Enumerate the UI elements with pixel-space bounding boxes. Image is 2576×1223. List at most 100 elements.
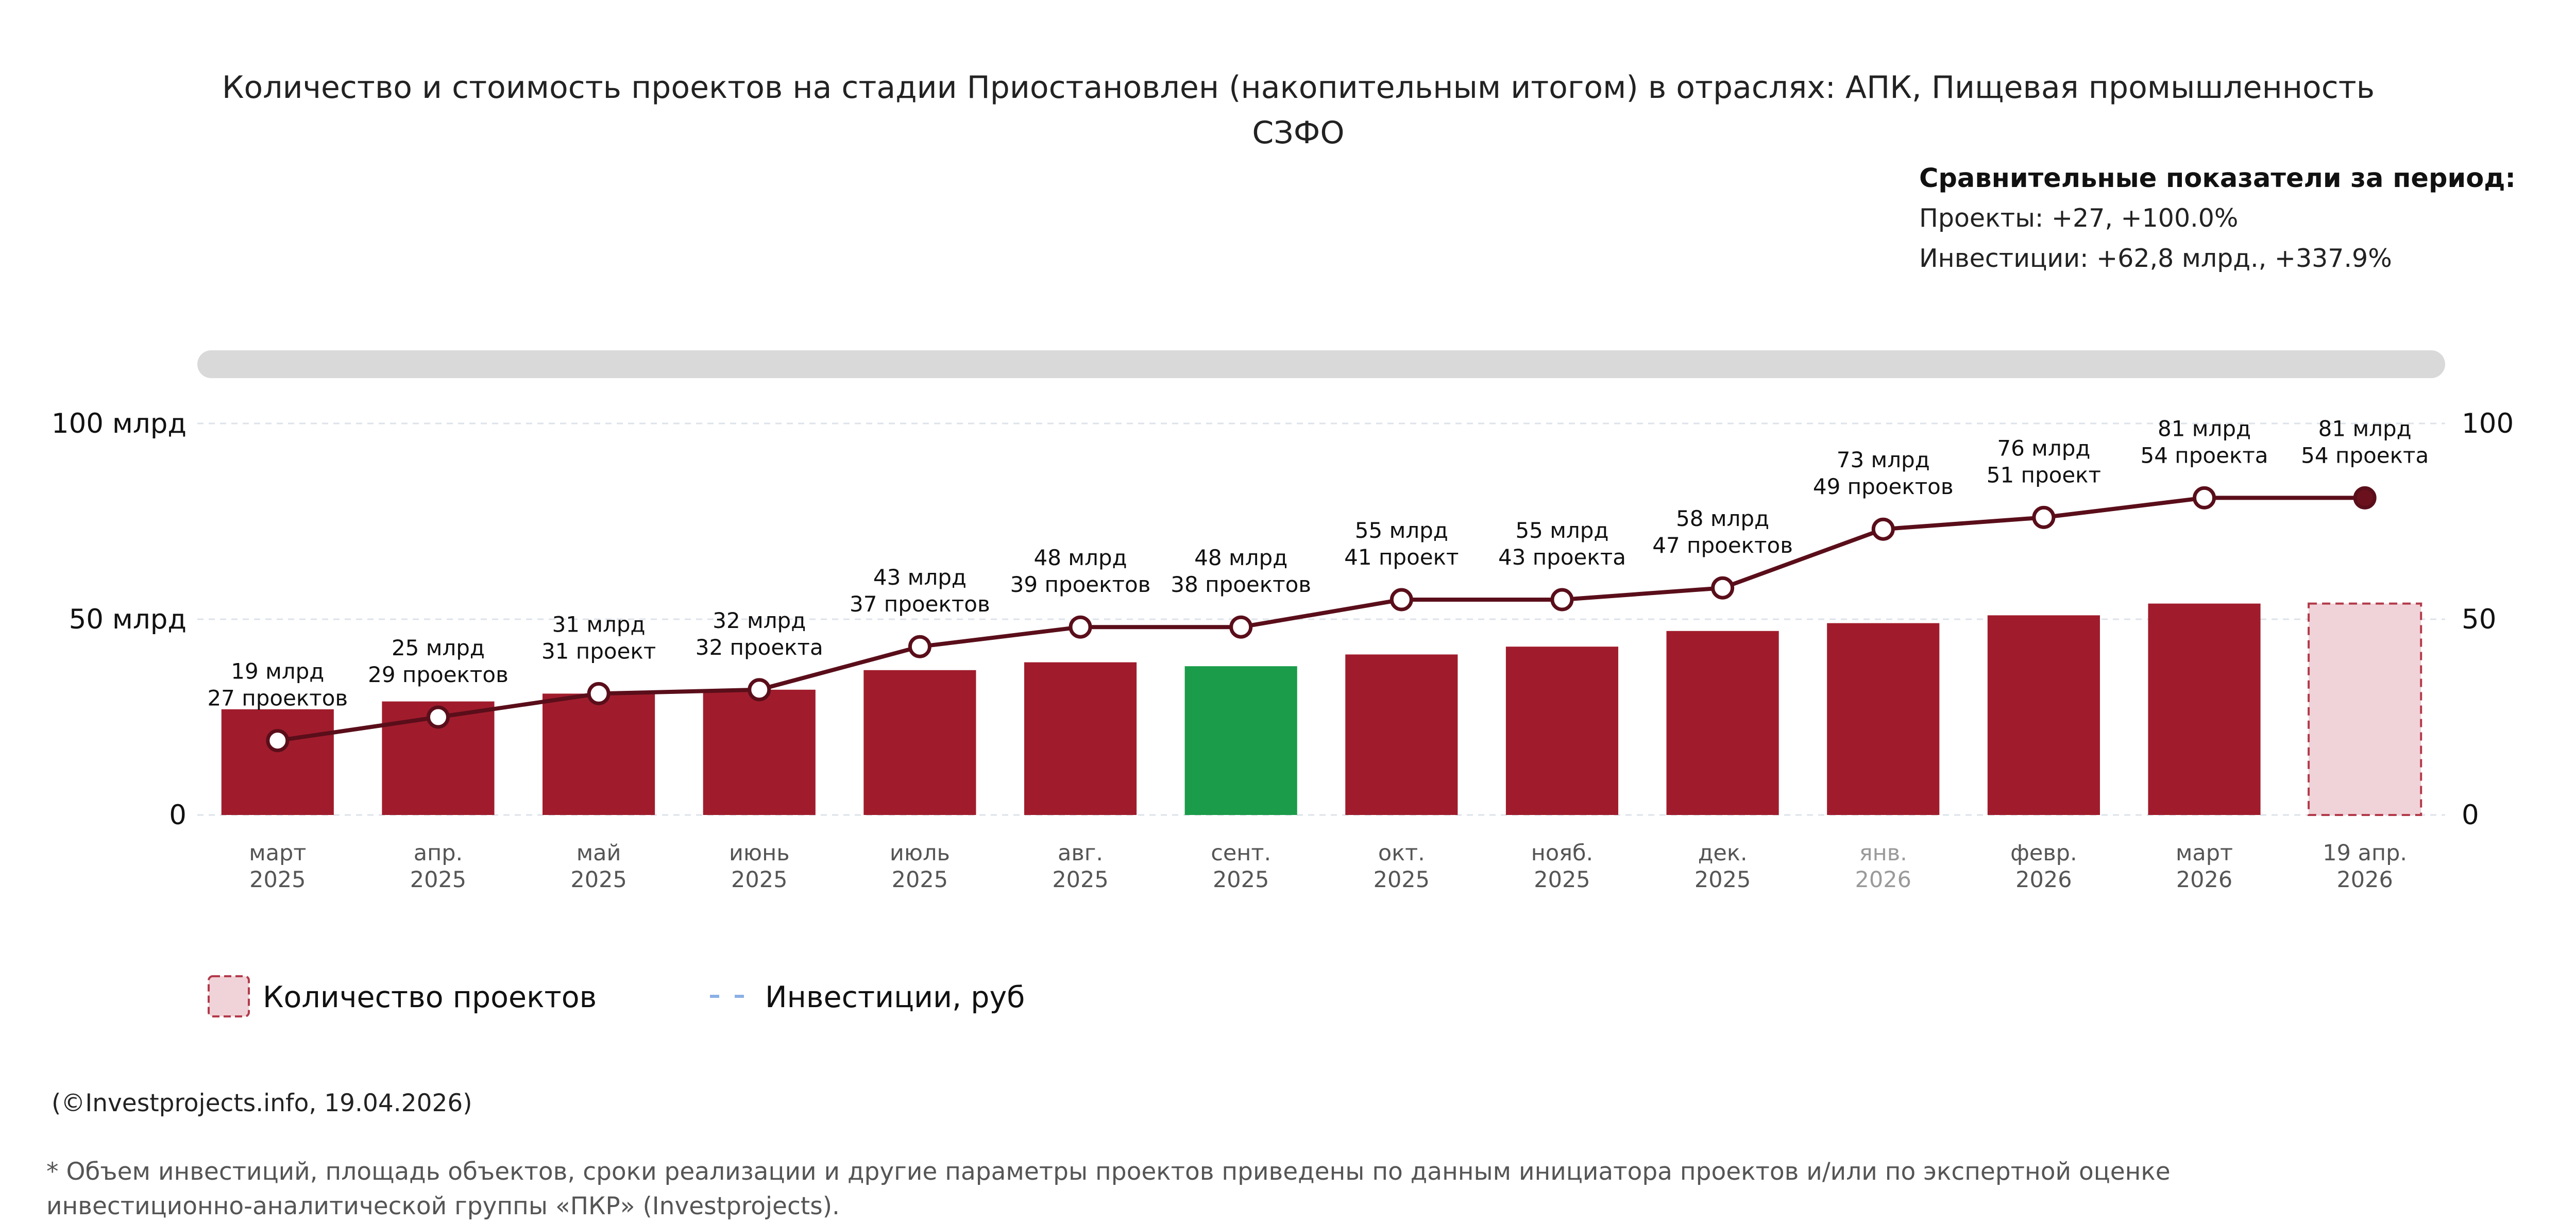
- x-tick-month: февр.: [2010, 840, 2077, 866]
- data-label-investment: 55 млрд: [1515, 518, 1608, 543]
- x-tick-year: 2026: [2015, 867, 2072, 893]
- data-point: [2353, 486, 2377, 509]
- data-point: [2032, 505, 2056, 529]
- x-tick-month: июль: [890, 840, 950, 866]
- x-tick-month: апр.: [414, 840, 463, 866]
- x-tick-year: 2025: [410, 867, 466, 893]
- x-tick-month: март: [2176, 840, 2233, 866]
- x-tick-year: 2025: [1694, 867, 1751, 893]
- data-label-investment: 32 млрд: [713, 608, 806, 633]
- bar: [703, 689, 816, 815]
- data-point: [266, 729, 290, 753]
- chart-scrollbar[interactable]: [197, 350, 2445, 378]
- x-tick-month: окт.: [1378, 840, 1425, 866]
- data-point: [1229, 615, 1253, 639]
- data-label-investment: 48 млрд: [1194, 545, 1287, 570]
- x-tick-month: сент.: [1211, 840, 1271, 866]
- y-left-tick-label: 0: [169, 800, 187, 831]
- data-point: [748, 678, 771, 702]
- bar: [1987, 615, 2100, 815]
- line-layer: [277, 496, 2365, 743]
- data-label-projects: 27 проектов: [207, 686, 348, 711]
- data-label-investment: 76 млрд: [1997, 435, 2090, 461]
- x-tick-year: 2025: [249, 867, 306, 893]
- data-label-investment: 81 млрд: [2158, 416, 2251, 441]
- x-tick-month: янв.: [1859, 840, 1907, 866]
- data-label-investment: 81 млрд: [2318, 416, 2412, 441]
- x-tick-month: март: [249, 840, 306, 866]
- data-label-projects: 43 проекта: [1498, 545, 1626, 570]
- data-label-investment: 73 млрд: [1837, 447, 1930, 472]
- data-label-investment: 55 млрд: [1355, 518, 1448, 543]
- data-label-investment: 19 млрд: [231, 659, 324, 684]
- data-label-projects: 31 проект: [541, 638, 656, 664]
- data-label-investment: 43 млрд: [873, 565, 967, 590]
- y-left-tick-label: 100 млрд: [52, 408, 187, 439]
- data-point: [908, 635, 931, 658]
- data-point: [587, 682, 611, 705]
- grid-layer: [197, 422, 2445, 816]
- x-tick-year: 2025: [570, 867, 626, 893]
- bar: [2148, 603, 2261, 815]
- x-tick-month: 19 апр.: [2323, 840, 2407, 866]
- data-point: [1550, 588, 1574, 612]
- bars-layer: [221, 602, 2422, 816]
- copyright: (©Investprojects.info, 19.04.2026): [52, 1089, 472, 1117]
- legend-bar-label[interactable]: Количество проектов: [263, 980, 597, 1014]
- data-point: [426, 705, 450, 729]
- bar: [543, 693, 655, 815]
- x-tick-year: 2025: [892, 867, 948, 893]
- y-right-tick-label: 0: [2462, 800, 2479, 831]
- footnote-line2: инвестиционно-аналитической группы «ПКР»…: [46, 1192, 840, 1220]
- comparison-investments: Инвестиции: +62,8 млрд., +337.9%: [1919, 244, 2392, 273]
- legend: Количество проектов Инвестиции, руб: [208, 975, 1025, 1017]
- data-point: [1711, 576, 1735, 600]
- data-point: [1069, 615, 1092, 639]
- data-label-projects: 51 проект: [1987, 462, 2101, 487]
- data-label-projects: 37 проектов: [850, 591, 990, 617]
- bar: [2308, 602, 2422, 816]
- bar: [1827, 623, 1940, 815]
- footnote-line1: * Объем инвестиций, площадь объектов, ср…: [46, 1158, 2171, 1186]
- data-point: [2193, 486, 2216, 509]
- data-label-investment: 25 млрд: [392, 635, 485, 660]
- x-tick-year: 2026: [2336, 867, 2393, 893]
- markers-layer: [266, 486, 2377, 753]
- x-tick-year: 2026: [2176, 867, 2232, 893]
- bar: [1505, 647, 1619, 815]
- data-label-projects: 54 проекта: [2141, 443, 2268, 468]
- data-label-investment: 58 млрд: [1676, 506, 1769, 531]
- bar: [1024, 662, 1137, 815]
- data-label-projects: 39 проектов: [1010, 572, 1151, 597]
- bar: [221, 709, 334, 815]
- x-tick-month: авг.: [1058, 840, 1103, 866]
- y-left-tick-label: 50 млрд: [69, 604, 187, 635]
- data-label-projects: 47 проектов: [1652, 533, 1793, 558]
- legend-bar-swatch[interactable]: [208, 975, 250, 1017]
- x-tick-year: 2025: [1052, 867, 1108, 893]
- bar: [1184, 666, 1297, 815]
- legend-line-label[interactable]: Инвестиции, руб: [765, 980, 1025, 1014]
- data-label-projects: 38 проектов: [1171, 572, 1311, 597]
- bar: [863, 670, 976, 815]
- investments-line: [277, 496, 2365, 743]
- x-tick-year: 2026: [1855, 867, 1911, 893]
- data-label-projects: 32 проекта: [696, 635, 823, 660]
- x-tick-year: 2025: [1213, 867, 1269, 893]
- data-label-projects: 49 проектов: [1813, 474, 1954, 499]
- data-label-projects: 29 проектов: [368, 662, 509, 687]
- y-right-tick-label: 100: [2462, 408, 2514, 439]
- data-label-investment: 31 млрд: [552, 612, 646, 637]
- data-point: [1389, 588, 1413, 612]
- data-label-projects: 41 проект: [1344, 545, 1459, 570]
- bar: [1666, 631, 1779, 815]
- x-tick-month: июнь: [729, 840, 790, 866]
- x-tick-year: 2025: [1534, 867, 1590, 893]
- y-right-tick-label: 50: [2462, 604, 2496, 635]
- data-point: [1871, 517, 1895, 541]
- comparison-projects: Проекты: +27, +100.0%: [1919, 203, 2238, 233]
- x-tick-year: 2025: [1374, 867, 1430, 893]
